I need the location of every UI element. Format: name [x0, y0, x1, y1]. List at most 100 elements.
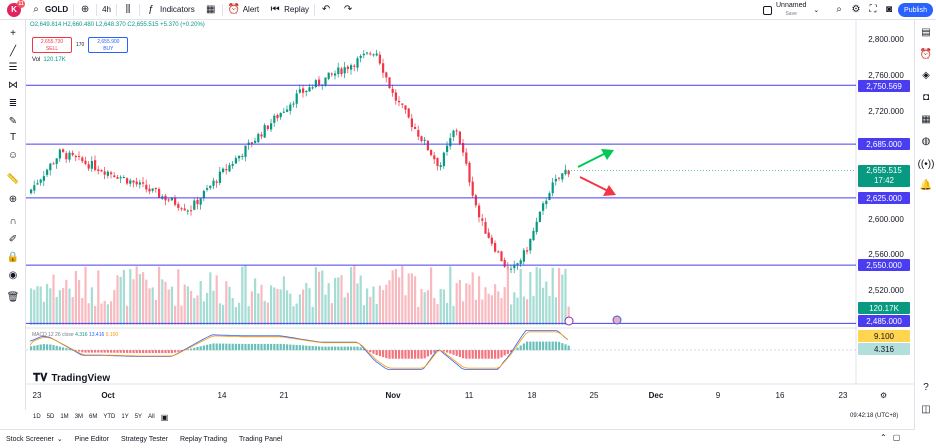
volume-bar — [369, 296, 372, 325]
candle-body — [154, 188, 157, 190]
brush-icon[interactable]: ✎ — [8, 115, 18, 127]
right-sidebar: ▤ ⏰ ◈ ◘ ▦ ◍ ((•)) 🔔 ? ◫ — [914, 20, 936, 430]
chevron-down-icon: ⌄ — [813, 7, 820, 14]
fullscreen-button[interactable]: ⛶ — [862, 0, 884, 20]
zoom-in-icon[interactable]: ⊕ — [8, 193, 18, 205]
layout-name-button[interactable]: Unnamed Save ⌄ — [763, 2, 822, 18]
tradingview-logo[interactable]: 𝐓𝐕 TradingView — [33, 372, 111, 384]
macd-histogram-bar — [126, 350, 129, 353]
candle-body — [346, 66, 349, 69]
candle-body — [500, 251, 503, 262]
tab-trading-panel[interactable]: Trading Panel — [239, 435, 283, 443]
maximize-icon[interactable]: ▢ — [892, 433, 901, 442]
eye-icon[interactable]: ◉ — [8, 269, 18, 281]
hline-label[interactable]: 2,550.000 — [858, 259, 910, 271]
calendar-icon[interactable]: ▦ — [921, 113, 931, 125]
text-icon[interactable]: T — [9, 131, 17, 143]
tab-replay-trading[interactable]: Replay Trading — [179, 435, 228, 443]
symbol-search[interactable]: ⌕ GOLD — [25, 0, 73, 20]
macd-histogram-bar — [500, 350, 503, 358]
volume-bar — [334, 277, 337, 325]
signal-icon[interactable]: ((•)) — [917, 158, 935, 170]
hline-label[interactable]: 2,750.569 — [858, 80, 910, 92]
range-1y[interactable]: 1Y — [121, 414, 129, 420]
candle-body — [244, 145, 247, 157]
pitchfork-icon[interactable]: ⋈ — [8, 79, 18, 91]
crosshair-icon[interactable]: + — [10, 27, 16, 39]
hline-label[interactable]: 2,625.000 — [858, 192, 910, 204]
volume-bar — [522, 296, 525, 325]
magnet-icon[interactable]: ∩ — [9, 215, 17, 227]
fib-icon[interactable]: ≣ — [8, 97, 18, 109]
chart-type-button[interactable]: ⫼ — [117, 0, 139, 20]
lock-drawing-icon[interactable]: ✐ — [8, 233, 18, 245]
volume-bar — [161, 279, 164, 325]
range-3m[interactable]: 3M — [74, 414, 84, 420]
layers-icon[interactable]: ◈ — [922, 69, 930, 81]
volume-bar — [186, 286, 189, 325]
undo-button[interactable]: ↶ — [315, 0, 337, 20]
range-6m[interactable]: 6M — [89, 414, 98, 420]
axis-settings-icon[interactable]: ⚙ — [880, 391, 888, 400]
sell-button[interactable]: 2,655.730 SELL — [32, 37, 72, 53]
compare-button[interactable]: ⊕ — [74, 0, 96, 20]
interval-button[interactable]: 4h — [102, 5, 112, 14]
chat-icon[interactable]: ◘ — [922, 91, 930, 103]
clock[interactable]: 09:42:18 (UTC+8) — [850, 413, 899, 419]
user-avatar[interactable]: K 11 — [7, 0, 25, 17]
macd-histogram-bar — [458, 350, 461, 358]
candle-body — [231, 163, 234, 166]
ruler-icon[interactable]: 📏 — [6, 173, 20, 185]
horizontal-lines-icon[interactable]: ☰ — [8, 61, 18, 73]
notifications-icon[interactable]: ◫ — [921, 403, 931, 415]
tab-stock-screener[interactable]: Stock Screener ⌄ — [6, 435, 63, 444]
macd-histogram-bar — [36, 345, 39, 351]
hline-label[interactable]: 2,485.000 — [858, 315, 910, 327]
redo-icon: ↷ — [343, 4, 353, 15]
volume-bar — [462, 301, 465, 325]
tab-pine-editor[interactable]: Pine Editor — [74, 435, 109, 443]
range-all[interactable]: All — [148, 414, 155, 420]
collapse-icon[interactable]: ⌃ — [880, 433, 887, 442]
trash-icon[interactable]: 🗑 — [6, 291, 20, 303]
snapshot-button[interactable]: ◙ — [878, 0, 900, 20]
range-ytd[interactable]: YTD — [103, 414, 116, 420]
candle-body — [305, 91, 308, 93]
range-1d[interactable]: 1D — [33, 414, 41, 420]
range-5d[interactable]: 5D — [46, 414, 55, 420]
macd-histogram-bar — [446, 350, 449, 353]
goto-date-icon[interactable]: ▣ — [160, 412, 169, 422]
watchlist-icon[interactable]: ▤ — [921, 26, 931, 38]
macd-histogram-bar — [385, 350, 388, 359]
volume-bar — [196, 295, 199, 325]
macd-histogram-bar — [337, 346, 340, 351]
emoji-icon[interactable]: ☺ — [7, 149, 19, 161]
macd-histogram-bar — [420, 350, 423, 359]
redo-button[interactable]: ↷ — [337, 0, 359, 20]
alert-button[interactable]: ⏰ Alert — [227, 4, 260, 15]
help-icon[interactable]: ? — [923, 381, 929, 393]
settings-button[interactable]: ⚙ — [845, 0, 867, 20]
candle-body — [116, 177, 119, 179]
tab-strategy-tester[interactable]: Strategy Tester — [120, 435, 168, 443]
range-1m[interactable]: 1M — [60, 414, 69, 420]
buy-button[interactable]: 2,655.900 BUY — [88, 37, 129, 53]
time-tick: 11 — [464, 391, 474, 400]
volume-bar — [122, 269, 125, 325]
range-5y[interactable]: 5Y — [134, 414, 143, 420]
trend-line-icon[interactable]: ╱ — [9, 45, 17, 57]
candle-body — [90, 161, 93, 169]
indicators-button[interactable]: ƒ Indicators — [140, 0, 200, 20]
templates-button[interactable]: ▦ — [200, 0, 222, 20]
lock-icon[interactable]: 🔒 — [6, 251, 20, 263]
hline-label[interactable]: 2,685.000 — [858, 138, 910, 150]
volume-bar — [298, 294, 301, 325]
candle-body — [42, 176, 45, 181]
bell-icon[interactable]: 🔔 — [919, 179, 933, 191]
ideas-icon[interactable]: ◍ — [921, 135, 931, 147]
alerts-icon[interactable]: ⏰ — [919, 48, 933, 60]
quick-search-button[interactable]: ⌕ — [828, 0, 850, 20]
replay-button[interactable]: ⏮ Replay — [270, 4, 310, 15]
publish-button[interactable]: Publish — [898, 3, 933, 17]
